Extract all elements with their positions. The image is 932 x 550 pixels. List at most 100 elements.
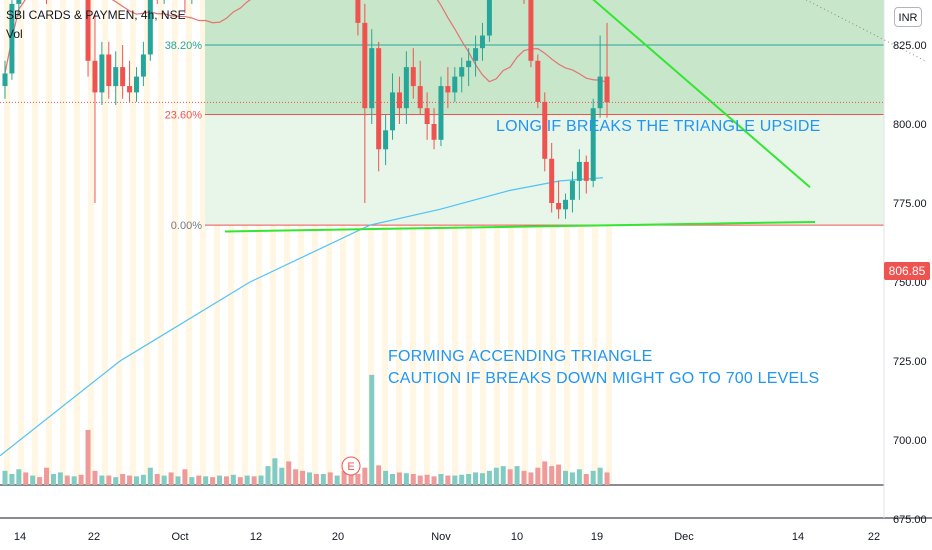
volume-bar — [369, 374, 375, 485]
volume-indicator-label[interactable]: Vol — [6, 27, 23, 41]
volume-bar — [30, 475, 36, 485]
volume-bar — [438, 473, 444, 485]
volume-bar — [44, 467, 50, 485]
volume-bar — [140, 474, 146, 485]
volume-bar — [161, 475, 167, 485]
time-tick-label: 20 — [332, 531, 344, 543]
volume-bar — [210, 477, 216, 485]
ma-short-line — [4, 0, 608, 83]
volume-bar — [230, 474, 236, 485]
candle-body — [549, 158, 555, 203]
annotation-caution[interactable]: CAUTION IF BREAKS DOWN MIGHT GO TO 700 L… — [388, 370, 820, 387]
volume-bar — [300, 470, 306, 485]
volume-bar — [203, 476, 209, 485]
volume-bar — [265, 466, 271, 485]
fib-level-label: 38.20% — [165, 40, 203, 52]
volume-bar — [286, 461, 292, 485]
volume-bar — [23, 472, 29, 485]
candle-body — [569, 180, 575, 200]
volume-bar — [127, 475, 133, 485]
volume-bar — [251, 476, 257, 485]
candle-body — [459, 67, 465, 77]
candle-body — [576, 161, 582, 181]
candle-body — [147, 0, 153, 55]
annotation-long[interactable]: LONG IF BREAKS THE TRIANGLE UPSIDE — [496, 118, 821, 135]
volume-bar — [189, 477, 195, 485]
volume-bar — [431, 476, 437, 485]
volume-bar — [196, 475, 202, 485]
candle-body — [120, 67, 126, 87]
fib-level-label: 23.60% — [165, 110, 203, 122]
volume-bar — [327, 472, 333, 485]
annotation-forming[interactable]: FORMING ACCENDING TRIANGLE — [388, 348, 653, 365]
candle-body — [466, 60, 472, 68]
time-tick-label: 22 — [868, 531, 880, 543]
volume-bar — [542, 461, 548, 485]
time-tick-label: 22 — [88, 531, 100, 543]
candle-body — [583, 161, 589, 181]
volume-bar — [113, 477, 119, 485]
price-axis[interactable]: 675.00 700.00 725.00 750.00 775.00 800.00 825.… — [893, 0, 927, 526]
price-tick-label: 825.00 — [893, 40, 927, 52]
candle-body — [92, 60, 98, 93]
volume-bar — [556, 464, 562, 485]
candle-body — [528, 0, 534, 61]
earnings-marker-label: E — [347, 461, 354, 473]
volume-bar — [341, 470, 347, 485]
candle-body — [604, 76, 610, 103]
currency-button[interactable]: INR — [894, 7, 922, 27]
candle-body — [106, 54, 112, 87]
volume-bar — [583, 473, 589, 485]
candle-body — [410, 67, 416, 87]
volume-bar — [500, 466, 506, 485]
volume-bar — [459, 474, 465, 485]
time-axis[interactable]: 14 22 Oct 12 20 Nov 10 19 Dec 14 22 — [14, 531, 880, 543]
candle-body — [403, 67, 409, 109]
time-tick-label: 12 — [250, 531, 262, 543]
volume-bar — [9, 473, 15, 485]
trendlines — [0, 0, 926, 233]
volume-bar — [57, 472, 63, 485]
price-tick-label: 675.00 — [893, 514, 927, 526]
volume-bar — [563, 470, 569, 485]
volume-bar — [403, 473, 409, 485]
candle-body — [445, 86, 451, 93]
candle-body — [2, 73, 8, 87]
volume-bar — [50, 473, 56, 485]
candle-body — [85, 0, 91, 61]
volume-bar — [272, 458, 278, 485]
volume-bar — [223, 476, 229, 485]
volume-bar — [244, 475, 250, 485]
candle-body — [369, 48, 375, 109]
candle-body — [9, 3, 15, 74]
volume-bar — [362, 467, 368, 485]
volume-bar — [376, 465, 382, 485]
time-tick-label: Dec — [674, 531, 694, 543]
earnings-marker — [341, 456, 361, 476]
candle-body — [424, 108, 430, 124]
volume-bar — [521, 470, 527, 485]
volume-bar — [92, 470, 98, 485]
candle-body — [590, 108, 596, 181]
volume-bar — [306, 472, 312, 485]
volume-bar — [514, 466, 520, 485]
volume-bar — [390, 473, 396, 485]
volume-bar — [528, 472, 534, 485]
volume-bar — [348, 472, 354, 485]
volume-bar — [2, 470, 8, 485]
volume-bar — [486, 470, 492, 485]
volume-bar — [576, 469, 582, 485]
time-tick-label: Nov — [431, 531, 451, 543]
candle-body — [556, 203, 562, 210]
session-background — [4, 0, 612, 485]
support-trendline — [224, 220, 816, 233]
volume-bar — [71, 476, 77, 485]
candle-body — [383, 130, 389, 150]
time-tick-label: 10 — [511, 531, 523, 543]
volume-bar — [396, 472, 402, 485]
volume-bar — [154, 473, 160, 485]
candle-body — [563, 199, 569, 210]
volume-bar — [549, 466, 555, 485]
time-tick-label: 14 — [14, 531, 26, 543]
